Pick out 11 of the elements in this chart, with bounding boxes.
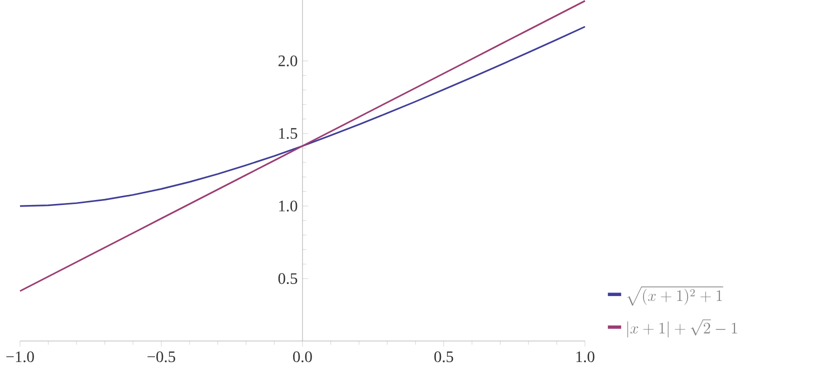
x-tick-label: 0.0 xyxy=(293,351,312,362)
y-tick-label: 1.0 xyxy=(279,200,298,212)
y-tick-label: 0.5 xyxy=(278,273,298,284)
x-tick-label: −1.0 xyxy=(6,351,34,362)
legend-label: $\sqrt{(x+1)^{2}+1}$ xyxy=(627,286,724,306)
x-tick-label: 1.0 xyxy=(576,351,594,362)
y-tick-label: 1.5 xyxy=(279,128,298,139)
x-tick-label: −0.5 xyxy=(148,351,176,362)
y-tick-label: 2.0 xyxy=(278,56,298,66)
legend-label: $\lvert x+1\rvert+\sqrt{2}-1$ xyxy=(627,320,737,338)
x-tick-label: 0.5 xyxy=(434,351,454,362)
